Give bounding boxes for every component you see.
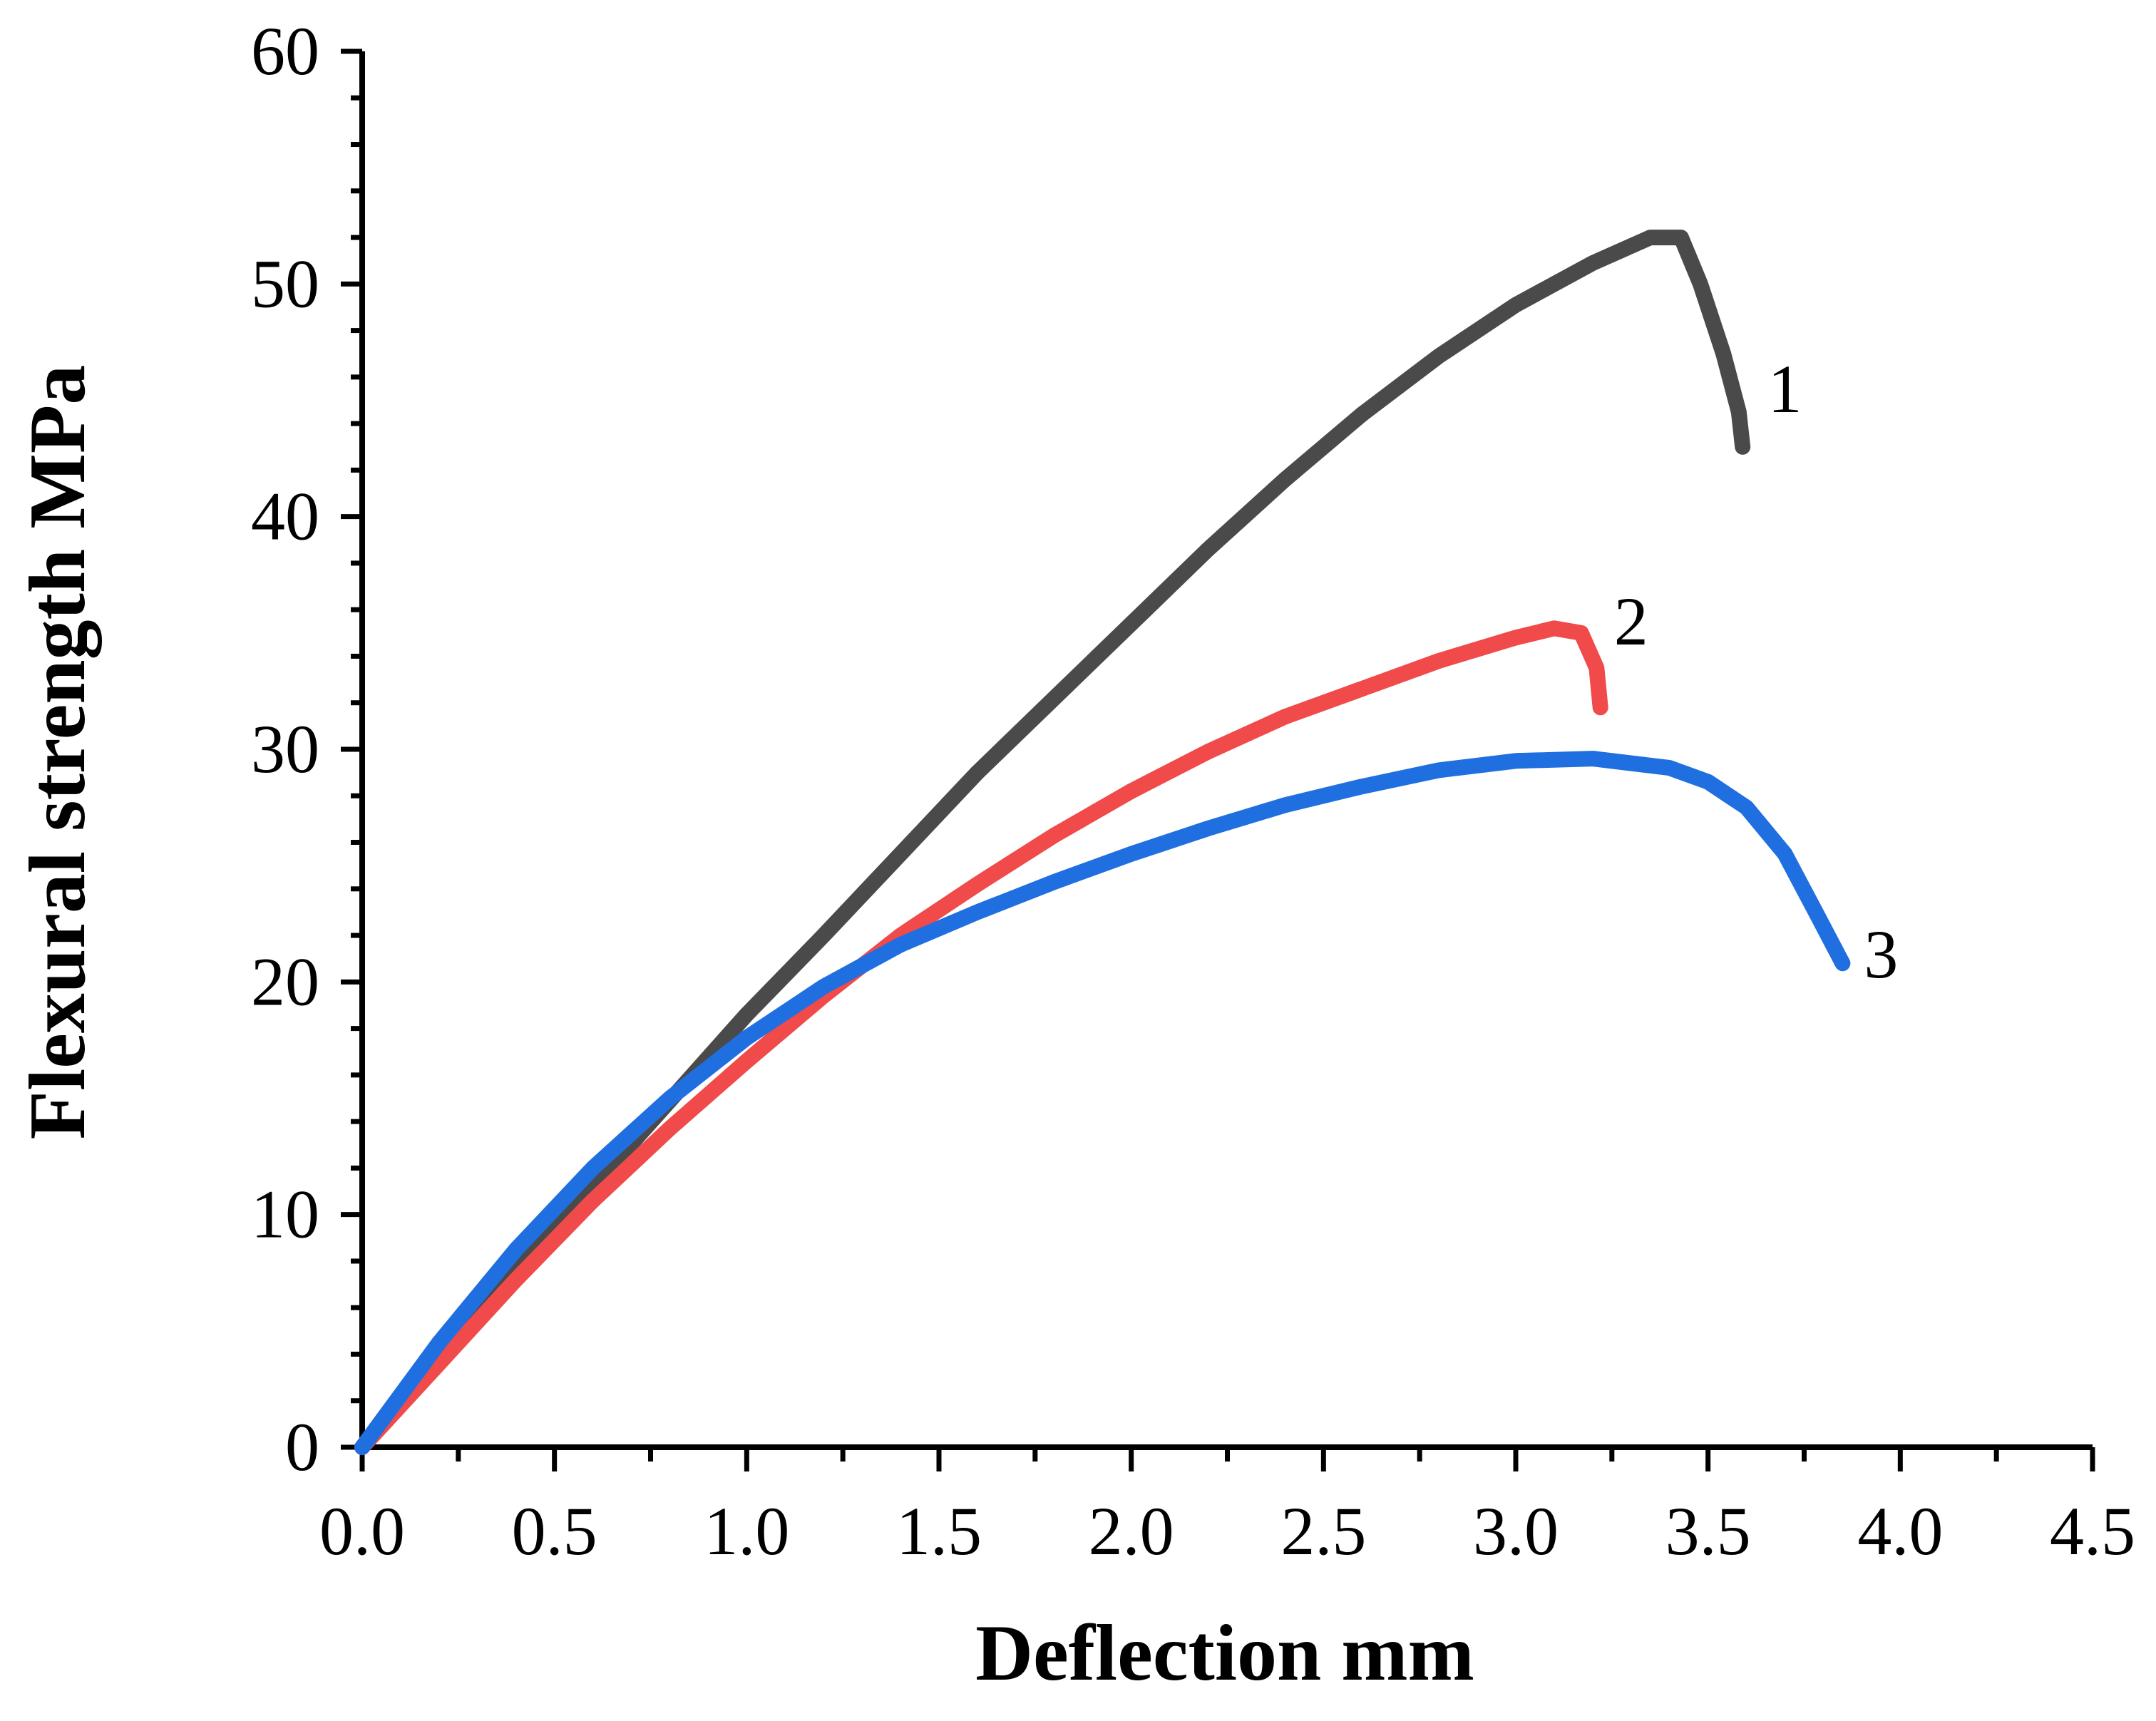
x-tick-label: 3.0 [1473, 1493, 1559, 1569]
x-tick-label: 3.5 [1665, 1493, 1751, 1569]
y-axis-title: Flexural strength MPa [14, 365, 102, 1140]
series-labels: 1 2 3 [1614, 351, 1899, 992]
x-tick-label: 0.5 [512, 1493, 597, 1569]
x-tick-label: 4.5 [2050, 1493, 2135, 1569]
y-axis: 0 10 20 30 40 50 60 [251, 13, 365, 1485]
y-tick-label: 10 [251, 1176, 319, 1253]
x-tick-label: 0.0 [319, 1493, 405, 1569]
x-tick-label: 1.0 [704, 1493, 789, 1569]
series-lines [354, 230, 1851, 1455]
series-label-3: 3 [1864, 916, 1898, 992]
series-line-2 [354, 620, 1608, 1455]
series-line-3 [354, 751, 1851, 1455]
x-axis: 0.0 0.5 1.0 1.5 2.0 2.5 3.0 3.5 4.0 4.5 [319, 1444, 2135, 1569]
x-axis-title: Deflection mm [975, 1609, 1474, 1697]
y-tick-label: 20 [251, 943, 319, 1019]
x-tick-label: 1.5 [896, 1493, 982, 1569]
y-tick-label: 30 [251, 711, 319, 787]
y-tick-label: 60 [251, 13, 319, 89]
y-tick-label: 0 [285, 1409, 319, 1485]
x-tick-label: 2.0 [1089, 1493, 1174, 1569]
y-tick-label: 50 [251, 245, 319, 322]
x-tick-label: 4.0 [1857, 1493, 1943, 1569]
series-label-2: 2 [1614, 583, 1648, 659]
y-tick-label: 40 [251, 478, 319, 555]
x-tick-label: 2.5 [1280, 1493, 1366, 1569]
series-label-1: 1 [1768, 351, 1802, 427]
